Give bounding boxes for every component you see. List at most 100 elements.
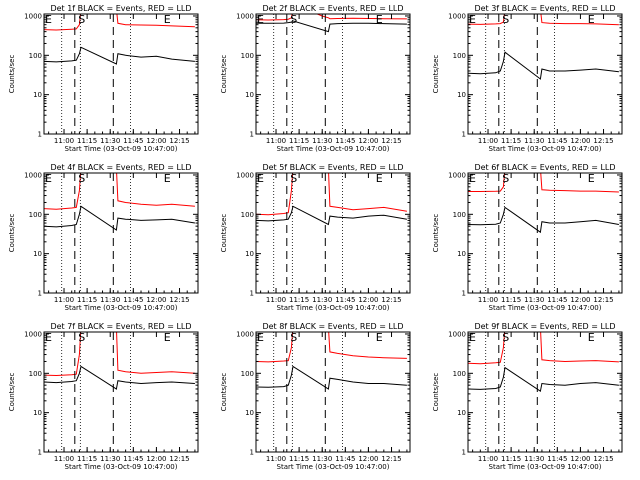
y-tick-label: 1 xyxy=(462,290,466,298)
y-tick-label: 1000 xyxy=(236,171,254,179)
interval-marker-e: E xyxy=(588,13,595,26)
series-line-events xyxy=(256,20,407,33)
series-line-events xyxy=(256,205,407,226)
x-tick-label: 11:00 xyxy=(478,296,498,304)
x-tick-label: 11:30 xyxy=(312,455,332,463)
panel-title: Det 9f BLACK = Events, RED = LLD xyxy=(474,322,615,331)
x-axis-label: Start Time (03-Oct-09 10:47:00) xyxy=(65,463,178,471)
x-tick-label: 12:00 xyxy=(570,455,590,463)
y-axis-label: Counts/sec xyxy=(220,55,228,94)
x-tick-label: 11:30 xyxy=(100,137,120,145)
interval-marker-e: E xyxy=(588,331,595,344)
plot-frame xyxy=(467,331,623,453)
x-tick-label: 11:45 xyxy=(547,455,567,463)
x-tick-label: 11:00 xyxy=(266,455,286,463)
panel-title: Det 6f BLACK = Events, RED = LLD xyxy=(474,163,615,172)
series-line-lld xyxy=(468,332,619,365)
y-tick-label: 1000 xyxy=(236,12,254,20)
interval-marker-e: E xyxy=(45,13,52,26)
interval-marker-s: S xyxy=(78,172,85,185)
series-line-lld xyxy=(44,173,195,210)
y-tick-label: 1 xyxy=(250,449,254,457)
x-tick-label: 12:00 xyxy=(146,137,166,145)
x-tick-label: 12:00 xyxy=(146,455,166,463)
detector-panel-4: Det 4f BLACK = Events, RED = LLD 1 10 100 10… xyxy=(8,163,199,312)
x-tick-label: 11:15 xyxy=(501,137,521,145)
y-tick-label: 1000 xyxy=(236,330,254,338)
series-line-lld xyxy=(256,173,407,216)
y-tick-label: 1 xyxy=(462,131,466,139)
x-tick-label: 11:45 xyxy=(123,455,143,463)
x-tick-label: 12:15 xyxy=(593,296,613,304)
panel-title: Det 2f BLACK = Events, RED = LLD xyxy=(262,4,403,13)
series-group xyxy=(44,14,195,65)
series-line-lld xyxy=(468,14,619,26)
series-group xyxy=(256,173,407,226)
y-tick-label: 100 xyxy=(241,52,254,60)
series-line-lld xyxy=(44,14,195,31)
x-tick-label: 11:15 xyxy=(77,137,97,145)
x-tick-label: 12:00 xyxy=(570,137,590,145)
x-tick-label: 11:30 xyxy=(524,296,544,304)
panel-title: Det 5f BLACK = Events, RED = LLD xyxy=(262,163,403,172)
y-tick-label: 1000 xyxy=(448,330,466,338)
series-group xyxy=(44,173,195,231)
interval-marker-s: S xyxy=(502,331,509,344)
x-tick-label: 11:45 xyxy=(547,137,567,145)
plot-frame xyxy=(255,331,411,453)
panel-title: Det 3f BLACK = Events, RED = LLD xyxy=(474,4,615,13)
interval-marker-s: S xyxy=(290,13,297,26)
x-tick-label: 12:15 xyxy=(381,455,401,463)
x-tick-label: 11:45 xyxy=(335,296,355,304)
y-tick-label: 1 xyxy=(38,131,42,139)
interval-marker-e: E xyxy=(257,172,264,185)
series-line-lld xyxy=(44,332,195,377)
plot-frame xyxy=(255,13,411,135)
x-tick-label: 12:00 xyxy=(358,137,378,145)
x-tick-label: 11:00 xyxy=(478,455,498,463)
x-axis-label: Start Time (03-Oct-09 10:47:00) xyxy=(489,145,602,153)
x-tick-label: 11:45 xyxy=(335,455,355,463)
interval-marker-e: E xyxy=(469,13,476,26)
interval-marker-e: E xyxy=(376,13,383,26)
series-line-events xyxy=(468,366,619,393)
y-axis-label: Counts/sec xyxy=(432,55,440,94)
y-axis-label: Counts/sec xyxy=(8,55,16,94)
series-line-events xyxy=(44,205,195,231)
y-tick-label: 10 xyxy=(457,91,466,99)
x-tick-label: 12:00 xyxy=(570,296,590,304)
y-tick-label: 10 xyxy=(457,409,466,417)
x-tick-label: 12:00 xyxy=(358,296,378,304)
interval-marker-e: E xyxy=(45,331,52,344)
x-axis-label: Start Time (03-Oct-09 10:47:00) xyxy=(489,463,602,471)
y-tick-label: 10 xyxy=(245,409,254,417)
x-tick-label: 11:15 xyxy=(77,296,97,304)
y-tick-label: 1 xyxy=(250,290,254,298)
x-axis-label: Start Time (03-Oct-09 10:47:00) xyxy=(65,145,178,153)
x-tick-label: 12:15 xyxy=(381,137,401,145)
y-tick-label: 10 xyxy=(33,409,42,417)
x-tick-label: 12:15 xyxy=(169,137,189,145)
panel-title: Det 1f BLACK = Events, RED = LLD xyxy=(50,4,191,13)
interval-marker-e: E xyxy=(376,172,383,185)
y-tick-label: 1 xyxy=(38,290,42,298)
interval-marker-e: E xyxy=(588,172,595,185)
interval-marker-s: S xyxy=(290,172,297,185)
interval-marker-e: E xyxy=(257,331,264,344)
x-axis-label: Start Time (03-Oct-09 10:47:00) xyxy=(65,304,178,312)
x-tick-label: 11:15 xyxy=(501,296,521,304)
x-tick-label: 12:00 xyxy=(146,296,166,304)
y-tick-label: 100 xyxy=(29,52,42,60)
series-group xyxy=(468,14,619,80)
plot-frame xyxy=(467,13,623,135)
x-tick-label: 11:30 xyxy=(312,296,332,304)
interval-marker-e: E xyxy=(469,172,476,185)
series-line-events xyxy=(468,206,619,234)
y-tick-label: 1000 xyxy=(448,171,466,179)
x-tick-label: 11:15 xyxy=(289,137,309,145)
x-tick-label: 11:45 xyxy=(547,296,567,304)
y-axis-label: Counts/sec xyxy=(220,214,228,253)
y-axis-label: Counts/sec xyxy=(220,373,228,412)
y-tick-label: 10 xyxy=(457,250,466,258)
